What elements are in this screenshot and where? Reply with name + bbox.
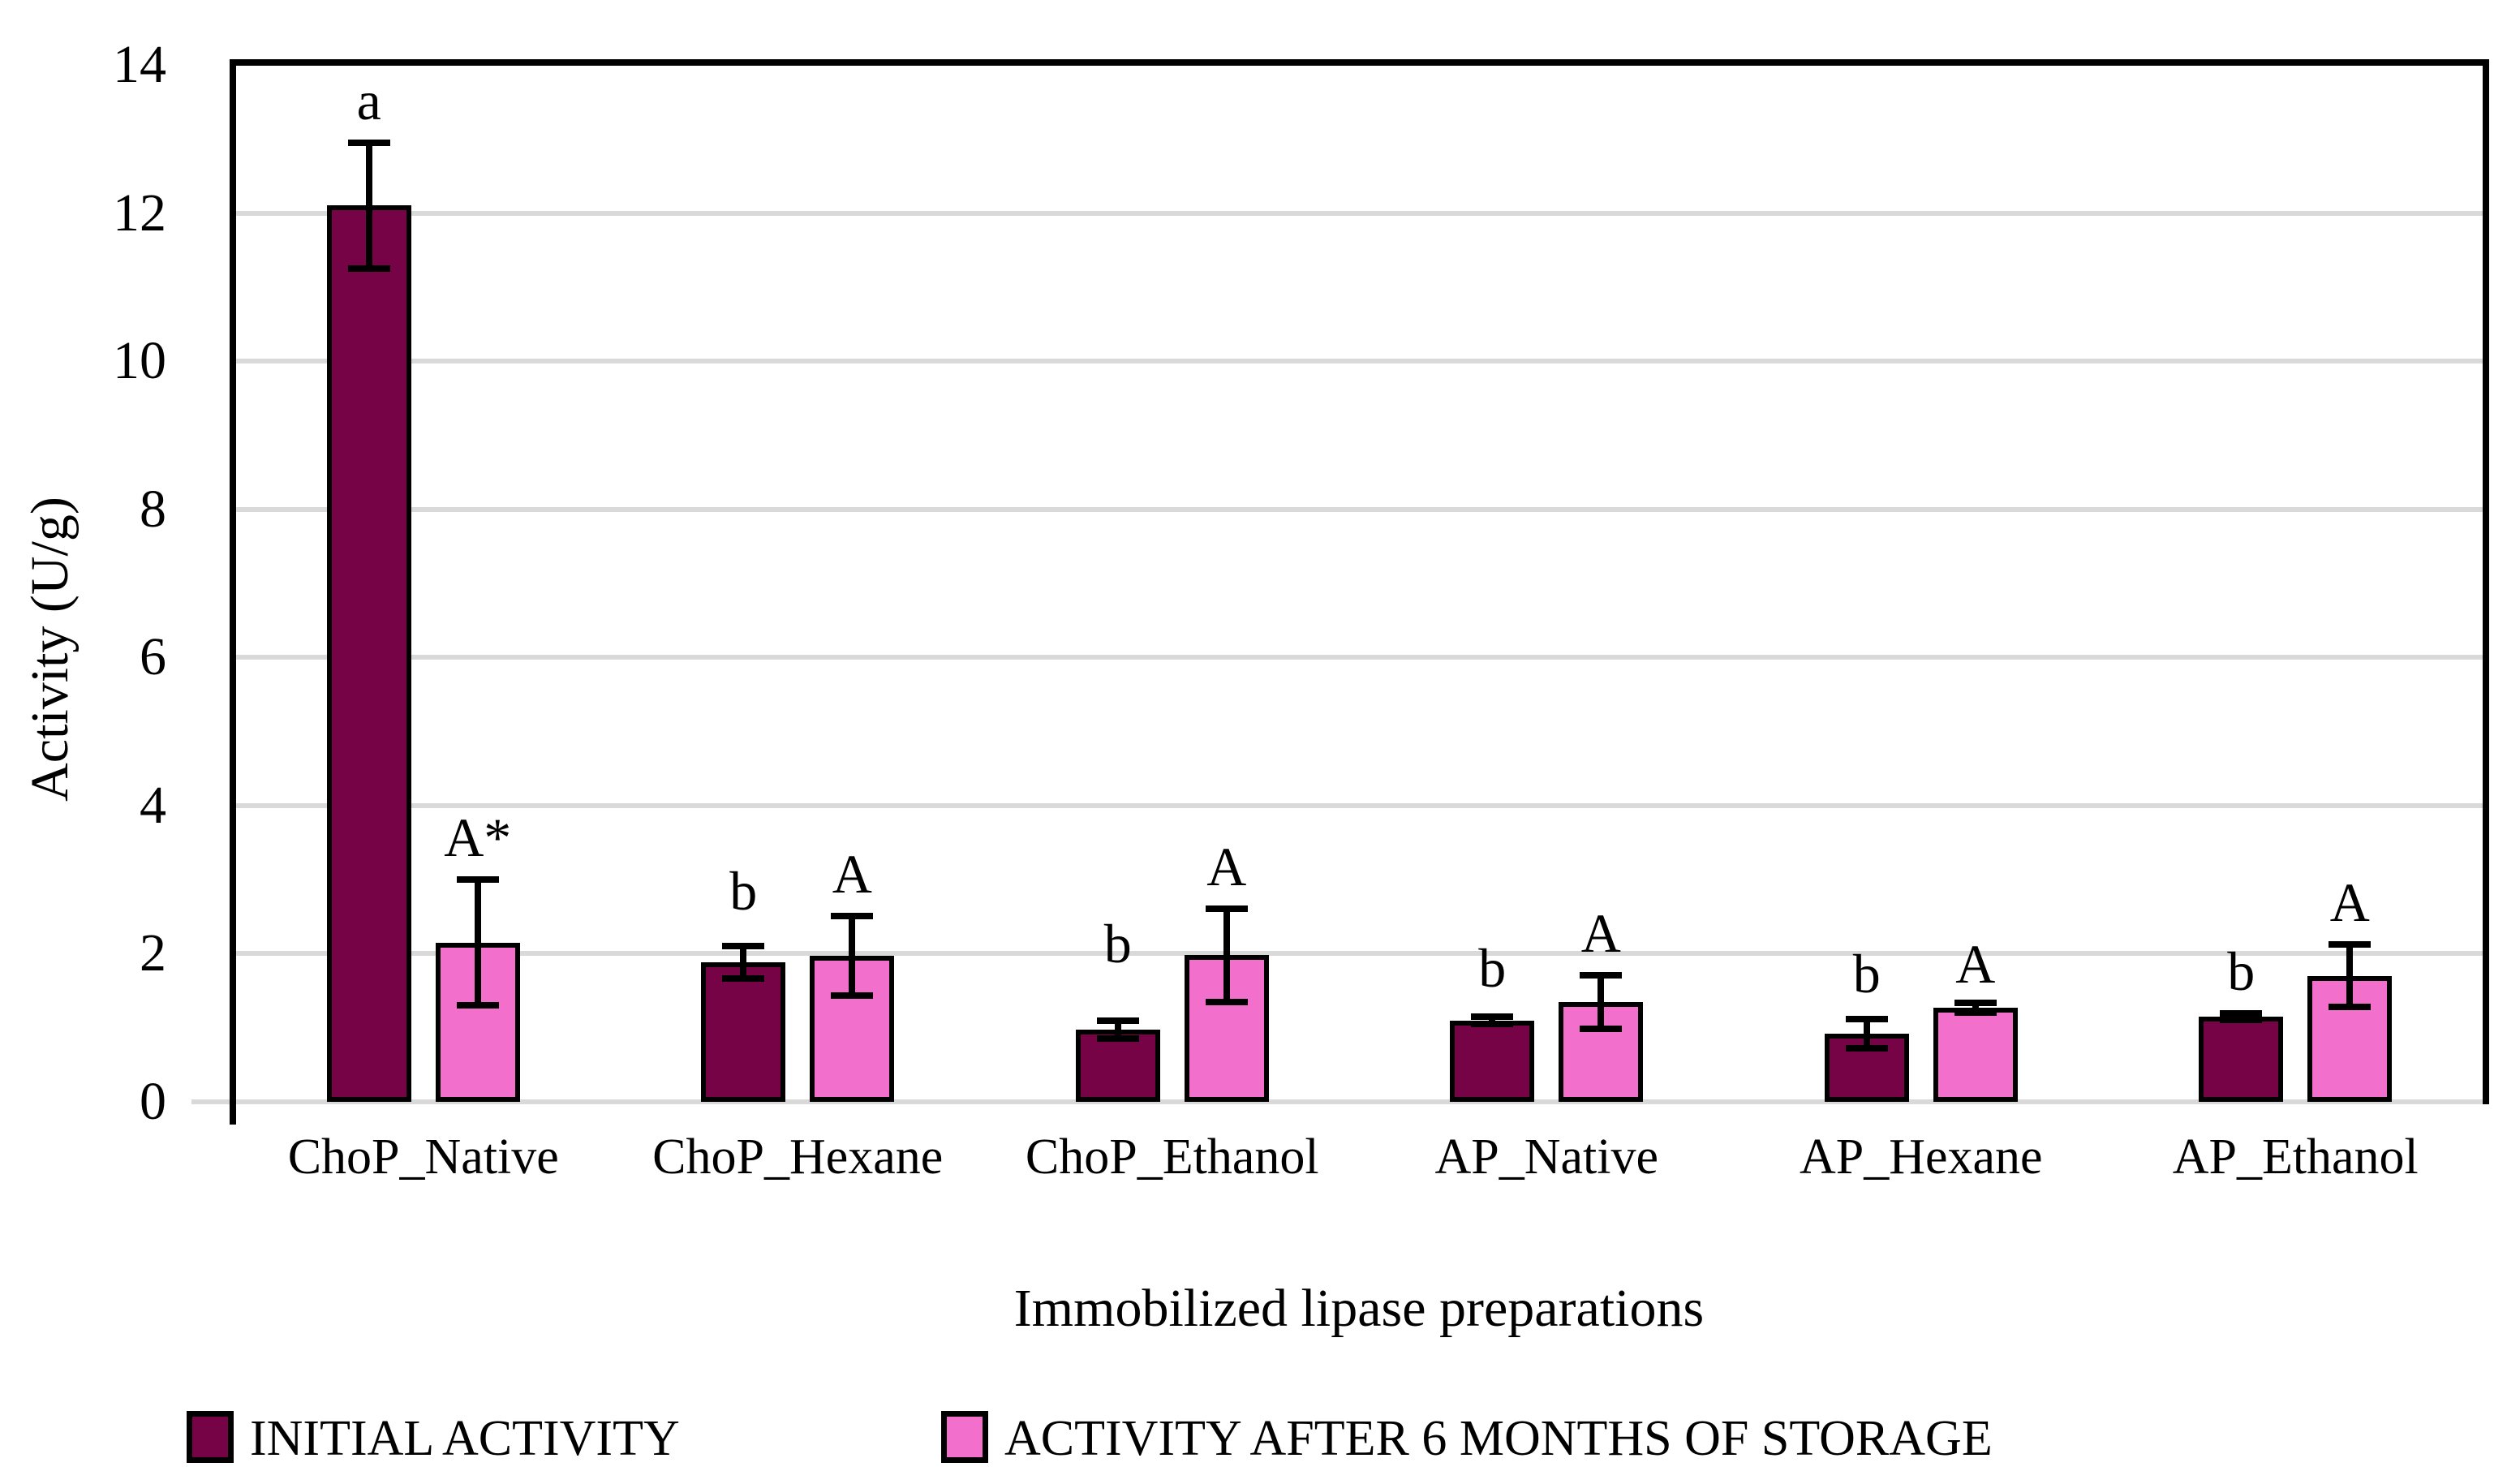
category-label-ChoP_Hexane: ChoP_Hexane bbox=[652, 1129, 944, 1185]
error-bar-line bbox=[740, 946, 747, 979]
legend-item-activity-after-storage: ACTIVITY AFTER 6 MONTHS OF STORAGE bbox=[941, 1410, 1993, 1464]
error-bar-cap-bottom bbox=[1096, 1035, 1139, 1043]
y-tick-label-12: 12 bbox=[113, 183, 166, 243]
error-bar-cap-top bbox=[1471, 1013, 1514, 1021]
error-bar-line bbox=[1863, 1018, 1870, 1049]
error-bar-line bbox=[1598, 974, 1605, 1029]
significance-letter-AP_Hexane-initial: b bbox=[1852, 942, 1881, 1004]
y-tick-label-4: 4 bbox=[140, 775, 166, 835]
error-bar-cap-bottom bbox=[347, 265, 390, 273]
legend-swatch-activity-after-storage bbox=[941, 1411, 988, 1463]
x-axis-title: Immobilized lipase preparations bbox=[1013, 1279, 1705, 1338]
category-label-ChoP_Ethanol: ChoP_Ethanol bbox=[1025, 1129, 1319, 1185]
bar-ChoP_Native-initial bbox=[326, 205, 411, 1102]
significance-letter-AP_Native-after: A bbox=[1580, 901, 1621, 964]
error-bar-cap-top bbox=[1845, 1015, 1888, 1022]
legend: INITIAL ACTIVITY ACTIVITY AFTER 6 MONTHS… bbox=[0, 1410, 2507, 1483]
gridline-y-8 bbox=[236, 506, 2483, 512]
error-bar-cap-bottom bbox=[2329, 1004, 2372, 1011]
legend-item-initial-activity: INITIAL ACTIVITY bbox=[187, 1410, 680, 1464]
category-label-AP_Native: AP_Native bbox=[1434, 1129, 1659, 1185]
bar-AP_Ethanol-initial bbox=[2199, 1017, 2284, 1102]
significance-letter-ChoP_Native-after: A* bbox=[444, 807, 512, 869]
error-bar-cap-top bbox=[1580, 971, 1623, 979]
y-tick-label-14: 14 bbox=[113, 35, 166, 94]
category-label-AP_Ethanol: AP_Ethanol bbox=[2172, 1129, 2419, 1185]
gridline-y-2 bbox=[236, 951, 2483, 957]
error-bar-cap-bottom bbox=[2220, 1016, 2263, 1023]
error-bar-line bbox=[1972, 1002, 1979, 1013]
category-label-ChoP_Native: ChoP_Native bbox=[287, 1129, 559, 1185]
significance-letter-AP_Ethanol-after: A bbox=[2329, 871, 2370, 934]
significance-letter-AP_Native-initial: b bbox=[1478, 937, 1507, 1000]
plot-frame-top bbox=[230, 59, 2489, 66]
error-bar-line bbox=[474, 880, 481, 1006]
error-bar-cap-bottom bbox=[1471, 1021, 1514, 1028]
error-bar-cap-bottom bbox=[1580, 1025, 1623, 1032]
y-axis-title: Activity (U/g) bbox=[20, 497, 80, 802]
error-bar-line bbox=[1489, 1017, 1496, 1025]
error-bar-cap-top bbox=[831, 912, 874, 919]
error-bar-cap-top bbox=[1096, 1017, 1139, 1025]
gridline-y-0 bbox=[191, 1099, 2483, 1104]
error-bar-cap-top bbox=[1954, 999, 1997, 1006]
error-bar-cap-bottom bbox=[722, 975, 765, 983]
error-bar-cap-bottom bbox=[1205, 998, 1248, 1005]
error-bar-cap-bottom bbox=[456, 1002, 499, 1009]
y-tick-label-2: 2 bbox=[140, 923, 166, 983]
bar-AP_Native-initial bbox=[1450, 1020, 1535, 1102]
significance-letter-ChoP_Hexane-after: A bbox=[832, 842, 872, 905]
category-label-AP_Hexane: AP_Hexane bbox=[1799, 1129, 2043, 1185]
legend-label-activity-after-storage: ACTIVITY AFTER 6 MONTHS OF STORAGE bbox=[1004, 1411, 1993, 1466]
significance-letter-AP_Ethanol-initial: b bbox=[2227, 940, 2255, 1003]
significance-letter-ChoP_Ethanol-after: A bbox=[1206, 835, 1247, 897]
error-bar-cap-bottom bbox=[831, 992, 874, 1000]
error-bar-line bbox=[2346, 944, 2354, 1008]
gridline-y-12 bbox=[236, 210, 2483, 216]
y-tick-label-6: 6 bbox=[140, 627, 166, 687]
gridline-y-6 bbox=[236, 655, 2483, 660]
error-bar-line bbox=[365, 142, 372, 269]
significance-letter-AP_Hexane-after: A bbox=[1955, 932, 1996, 995]
bar-ChoP_Hexane-initial bbox=[701, 962, 786, 1102]
significance-letter-ChoP_Native-initial: a bbox=[356, 69, 381, 131]
error-bar-line bbox=[1223, 908, 1230, 1002]
significance-letter-ChoP_Hexane-initial: b bbox=[729, 860, 758, 923]
error-bar-cap-top bbox=[347, 139, 390, 146]
error-bar-cap-bottom bbox=[1954, 1009, 1997, 1017]
y-axis-line bbox=[230, 59, 236, 1125]
error-bar-line bbox=[1114, 1021, 1121, 1039]
error-bar-cap-top bbox=[1205, 905, 1248, 912]
significance-letter-ChoP_Ethanol-initial: b bbox=[1103, 912, 1132, 974]
plot-frame-right bbox=[2483, 59, 2489, 1104]
error-bar-line bbox=[849, 915, 856, 996]
legend-swatch-initial-activity bbox=[187, 1411, 234, 1463]
y-tick-label-8: 8 bbox=[140, 479, 166, 539]
bar-AP_Hexane-after bbox=[1933, 1008, 2018, 1102]
gridline-y-10 bbox=[236, 359, 2483, 364]
error-bar-cap-bottom bbox=[1845, 1045, 1888, 1052]
error-bar-cap-top bbox=[2220, 1010, 2263, 1017]
error-bar-cap-top bbox=[2329, 941, 2372, 948]
legend-label-initial-activity: INITIAL ACTIVITY bbox=[250, 1411, 680, 1466]
gridline-y-4 bbox=[236, 802, 2483, 808]
error-bar-cap-top bbox=[456, 876, 499, 884]
y-tick-label-0: 0 bbox=[140, 1072, 166, 1131]
y-tick-label-10: 10 bbox=[113, 331, 166, 391]
error-bar-cap-top bbox=[722, 943, 765, 950]
